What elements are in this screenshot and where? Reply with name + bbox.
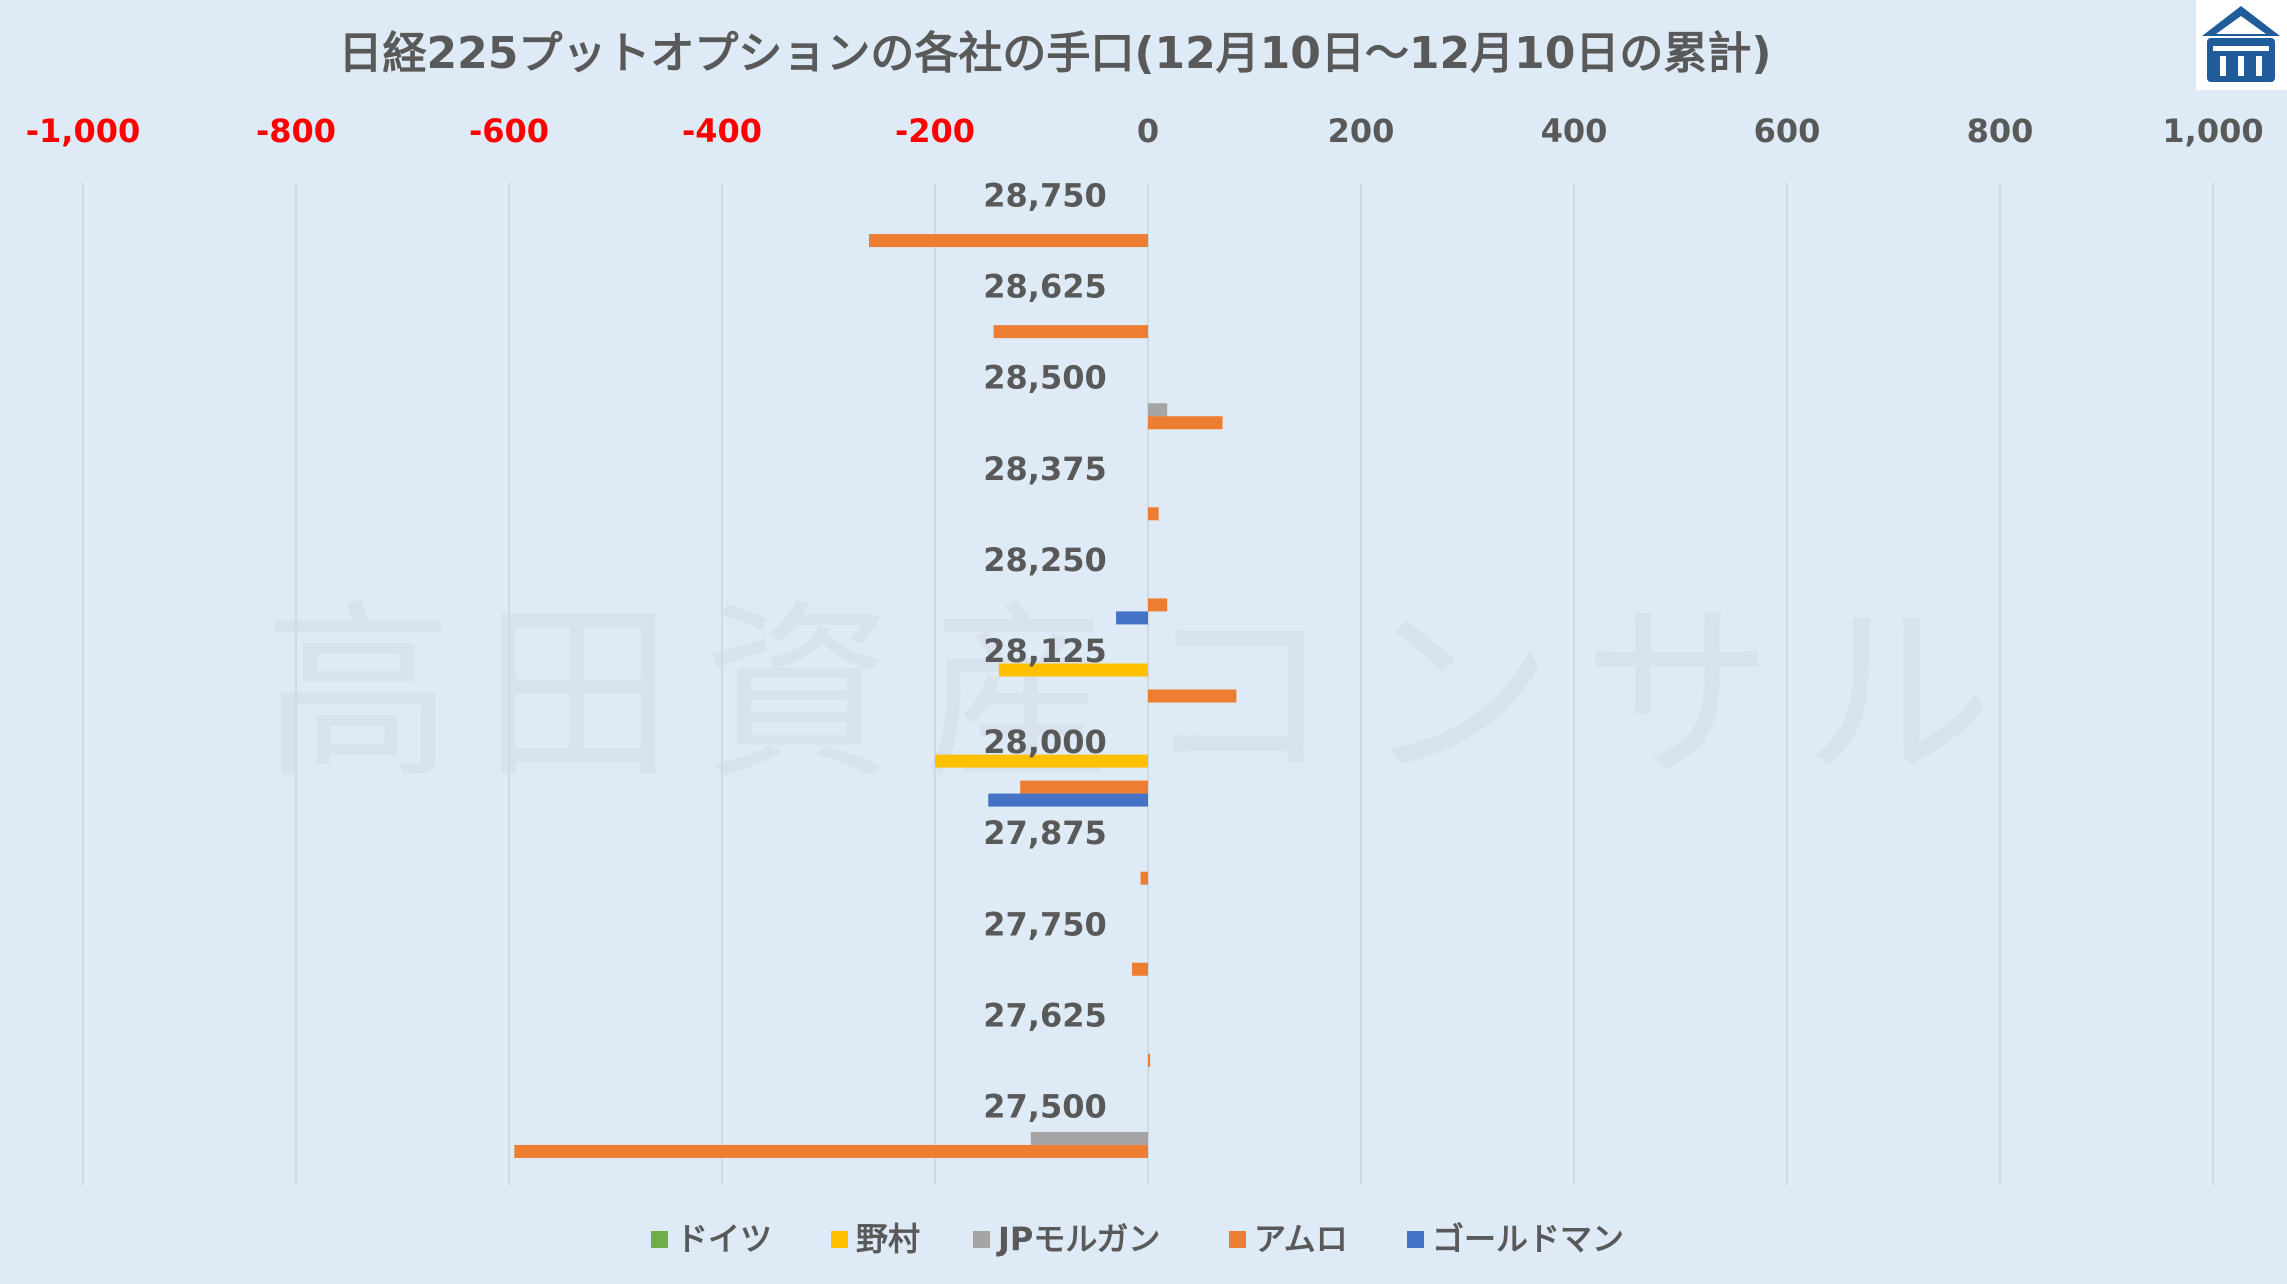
bar [1148,1053,1151,1067]
x-tick-label: 400 [1541,112,1608,150]
bar [935,754,1148,768]
bar [1148,598,1168,612]
x-tick-label: 800 [1967,112,2034,150]
category-label: 28,000 [983,723,1106,761]
bar [1140,871,1148,885]
category-label: 28,250 [983,541,1106,579]
legend-swatch [973,1231,990,1248]
chart-title: 日経225プットオプションの各社の手口(12月10日～12月10日の累計) [339,28,1772,79]
legend: ドイツ 野村 JPモルガン アムロ ゴールドマン [651,1220,1624,1258]
bar [993,325,1148,339]
x-tick-label: 1,000 [2162,112,2263,150]
x-tick-label: -600 [469,112,549,150]
category-label: 28,750 [983,177,1106,215]
gridlines [82,183,2214,1185]
legend-swatch [831,1231,848,1248]
bar [1148,403,1168,417]
legend-swatch [1407,1231,1424,1248]
x-axis-ticks: -1,000 -800 -600 -400 -200 0 200 400 600 800 1,000 [26,112,2264,150]
bar [514,1144,1148,1158]
bar [988,793,1148,807]
bar [1020,780,1148,794]
category-label: 27,625 [983,996,1106,1034]
legend-entry: JPモルガン [996,1220,1160,1258]
bar [1148,416,1223,430]
category-label: 27,875 [983,814,1106,852]
legend-entry: 野村 [856,1220,920,1258]
bar [1116,611,1148,625]
category-label: 28,375 [983,450,1106,488]
bar [1148,507,1159,521]
x-tick-label: -1,000 [26,112,141,150]
bar [1132,962,1148,976]
legend-entry: ゴールドマン [1432,1220,1624,1258]
bar [1148,689,1237,703]
category-label: 28,625 [983,268,1106,306]
takata-logo-icon [2196,0,2287,90]
legend-swatch [1229,1231,1246,1248]
category-label: 27,500 [983,1087,1106,1125]
category-labels: 28,750 28,625 28,500 28,375 28,250 28,125 28,0… [983,177,1106,1126]
bar [868,234,1148,248]
category-label: 28,500 [983,359,1106,397]
bar [1030,1131,1148,1145]
legend-swatch [651,1231,668,1248]
x-tick-label: -800 [256,112,336,150]
category-label: 27,750 [983,905,1106,943]
x-tick-label: 200 [1328,112,1395,150]
x-tick-label: 0 [1137,112,1159,150]
x-tick-label: -200 [895,112,975,150]
category-label: 28,125 [983,632,1106,670]
bar [998,663,1148,677]
legend-entry: ドイツ [676,1220,772,1258]
legend-entry: アムロ [1254,1220,1348,1258]
x-tick-label: 600 [1754,112,1821,150]
x-tick-label: -400 [682,112,762,150]
bars [514,234,1237,1158]
